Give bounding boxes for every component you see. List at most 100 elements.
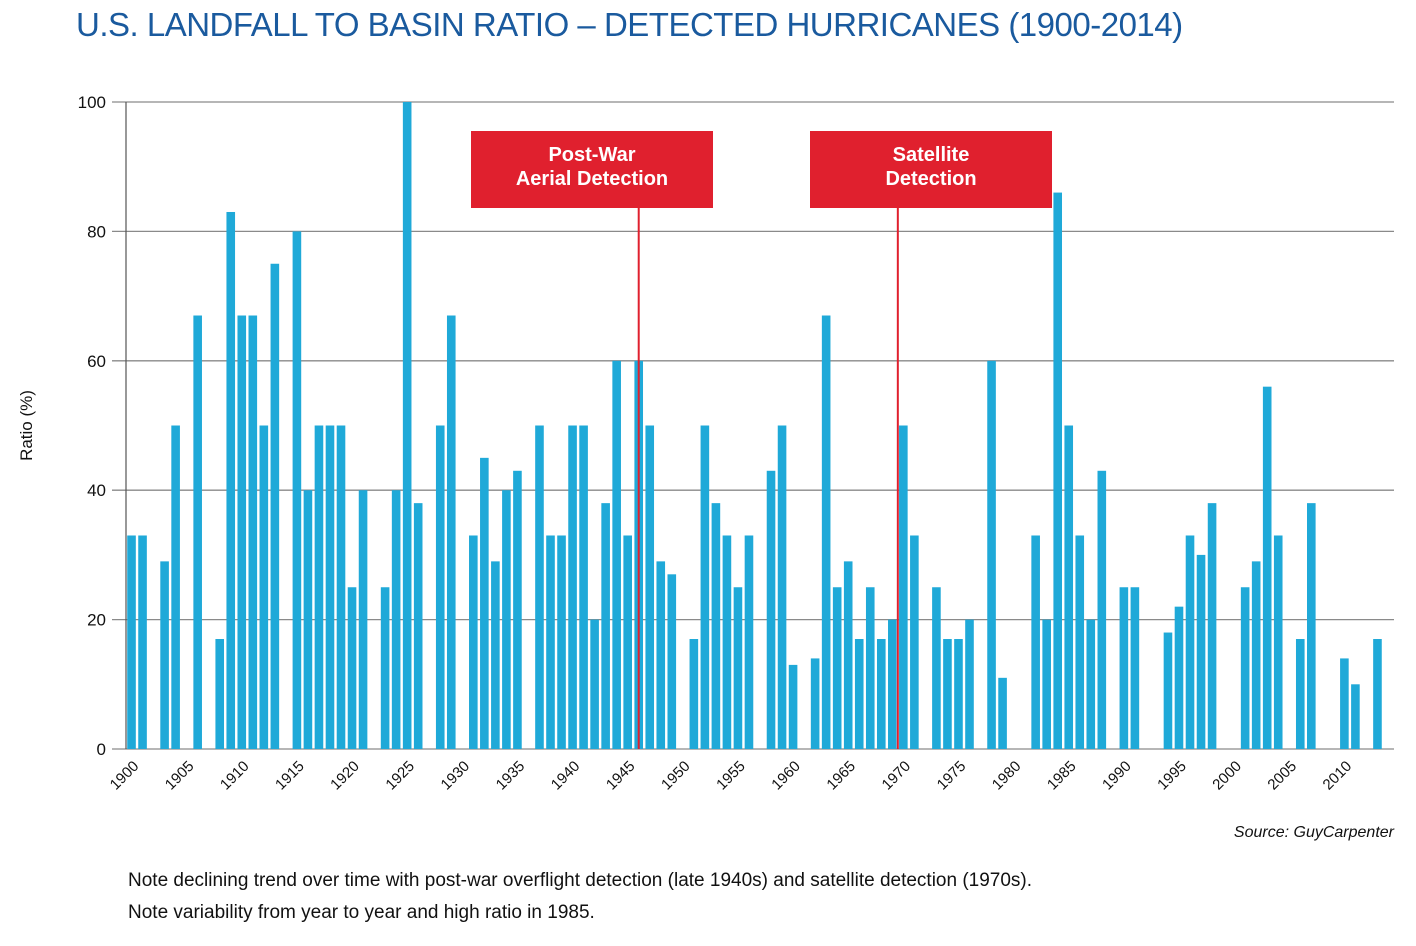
footnote-1: Note declining trend over time with post…: [128, 870, 1033, 891]
bar-1920: [347, 587, 357, 749]
y-tick-label: 20: [87, 611, 106, 630]
bar-1953: [711, 503, 721, 749]
bar-1923: [380, 587, 390, 749]
bar-1911: [248, 315, 258, 749]
bar-1931: [469, 535, 478, 749]
bar-1971: [910, 535, 919, 749]
x-tick-label: 1950: [658, 758, 694, 794]
bar-1967: [865, 587, 875, 749]
bar-1944: [612, 360, 621, 749]
bar-1932: [480, 457, 489, 749]
bar-1928: [435, 425, 445, 749]
x-tick-label: 1975: [934, 758, 970, 794]
bar-1949: [667, 574, 677, 749]
y-tick-label: 40: [87, 481, 106, 500]
bar-1963: [821, 315, 831, 749]
bar-1974: [943, 639, 952, 749]
bar-2013: [1373, 639, 1382, 749]
annotation-label: Post-War: [548, 144, 635, 166]
y-tick-label: 80: [87, 222, 106, 241]
bar-2001: [1240, 587, 1250, 749]
bar-2002: [1251, 561, 1261, 749]
bar-1991: [1130, 587, 1140, 749]
bar-1935: [513, 470, 522, 749]
bar-1997: [1196, 554, 1206, 749]
bar-1916: [303, 490, 313, 749]
y-tick-label: 100: [78, 93, 106, 112]
x-tick-label: 1955: [713, 758, 749, 794]
bar-1965: [843, 561, 853, 749]
x-tick-label: 1960: [768, 758, 804, 794]
bar-1915: [292, 231, 302, 749]
bar-1986: [1075, 535, 1085, 749]
bar-1938: [546, 535, 555, 749]
bar-1933: [491, 561, 500, 749]
x-tick-label: 2005: [1264, 758, 1300, 794]
footnote-2: Note variability from year to year and h…: [128, 902, 595, 923]
bar-1976: [965, 619, 974, 749]
bar-1987: [1086, 619, 1096, 749]
x-tick-label: 1985: [1044, 758, 1080, 794]
bars: [127, 102, 1382, 750]
source-note: Source: GuyCarpenter: [1233, 824, 1394, 841]
bar-1939: [557, 535, 566, 749]
bar-1908: [215, 639, 225, 749]
bar-1984: [1053, 192, 1063, 749]
bar-1983: [1042, 619, 1051, 749]
bar-1969: [888, 619, 897, 749]
x-tick-label: 1900: [107, 758, 143, 794]
bar-1996: [1185, 535, 1195, 749]
bar-1900: [127, 535, 136, 749]
bar-1959: [777, 425, 787, 749]
bar-1941: [579, 425, 588, 749]
bar-1955: [733, 587, 743, 749]
x-tick-label: 1905: [162, 758, 198, 794]
bar-1988: [1097, 470, 1107, 749]
bar-2007: [1307, 503, 1316, 749]
bar-1909: [226, 211, 236, 750]
x-tick-label: 1920: [327, 758, 363, 794]
bar-1903: [160, 561, 169, 749]
bar-1943: [601, 503, 610, 749]
y-tick-label: 60: [87, 352, 106, 371]
x-tick-label: 2010: [1320, 758, 1356, 794]
x-tick-label: 1980: [989, 758, 1025, 794]
bar-1958: [766, 470, 776, 749]
y-axis-label: Ratio (%): [17, 390, 36, 461]
bar-2011: [1351, 684, 1360, 749]
bar-1906: [193, 315, 202, 749]
bar-1962: [810, 658, 820, 749]
bar-1929: [446, 315, 456, 749]
bar-2010: [1340, 658, 1349, 749]
x-tick-label: 1935: [493, 758, 529, 794]
bar-1921: [358, 490, 368, 749]
x-tick-label: 1990: [1099, 758, 1135, 794]
y-tick-label: 0: [97, 740, 106, 759]
bar-1942: [590, 619, 599, 749]
bar-1956: [744, 535, 754, 749]
bar-1934: [502, 490, 511, 749]
bar-1964: [832, 587, 842, 749]
bar-1912: [259, 425, 269, 749]
bar-1901: [138, 535, 147, 749]
bar-1982: [1031, 535, 1040, 749]
bar-1998: [1207, 503, 1217, 749]
bar-1979: [998, 677, 1007, 749]
bar-1945: [623, 535, 632, 749]
bar-1948: [656, 561, 666, 749]
annotation-box: [810, 131, 1052, 208]
bar-1926: [413, 503, 423, 749]
chart-title: U.S. LANDFALL TO BASIN RATIO – DETECTED …: [76, 6, 1183, 43]
bar-1924: [391, 490, 401, 749]
bar-1985: [1064, 425, 1074, 749]
annotation-label: Detection: [885, 168, 976, 190]
annotation-box: [471, 131, 713, 208]
bar-1918: [325, 425, 335, 749]
bar-1937: [535, 425, 544, 749]
bar-1994: [1163, 632, 1173, 749]
bar-1990: [1119, 587, 1129, 749]
bar-1925: [402, 102, 412, 749]
bar-1973: [932, 587, 941, 749]
